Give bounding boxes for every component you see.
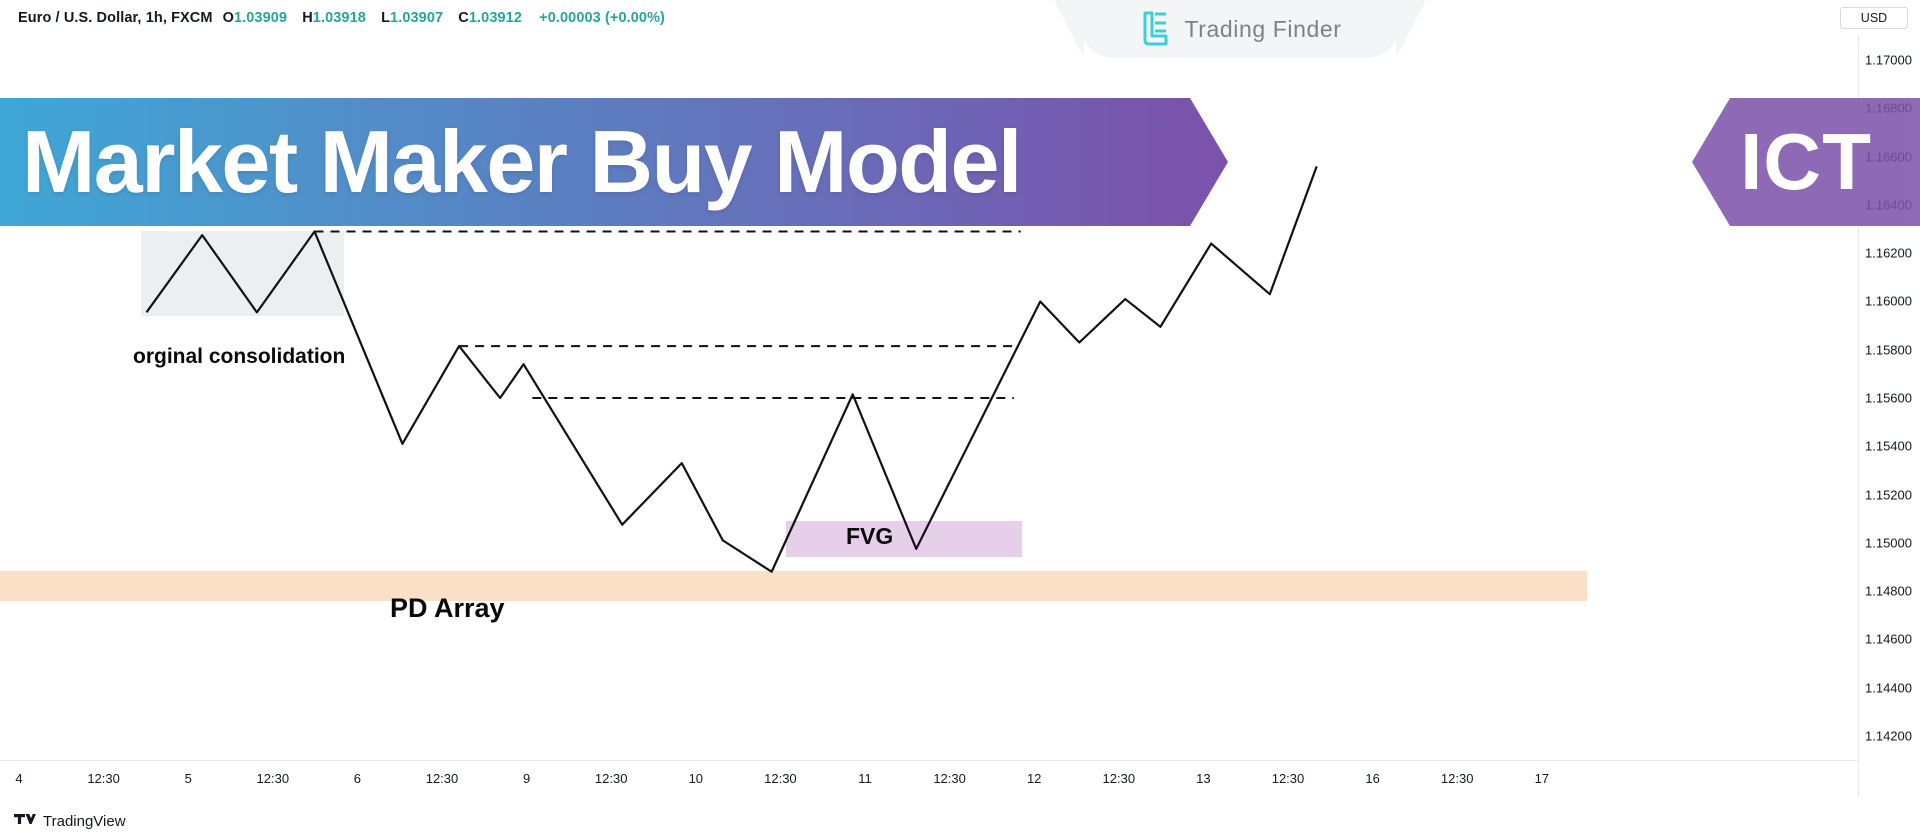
price-tick: 1.14400 xyxy=(1865,680,1912,696)
chart-legend: Euro / U.S. Dollar, 1h, FXCM O1.03909 H1… xyxy=(0,0,1920,36)
price-tick: 1.15400 xyxy=(1865,438,1912,454)
open-value: 1.03909 xyxy=(233,10,288,26)
zone-fvg xyxy=(786,521,1022,558)
price-line-layer xyxy=(145,165,1318,573)
time-tick: 12 xyxy=(1026,771,1042,786)
low-value: 1.03907 xyxy=(390,10,444,26)
time-tick: 12:30 xyxy=(87,771,120,786)
time-tick: 11 xyxy=(858,771,872,786)
time-tick: 17 xyxy=(1534,771,1550,786)
time-tick: 12:30 xyxy=(1440,771,1474,786)
low-key: L xyxy=(381,10,391,26)
time-tick: 12:30 xyxy=(1102,771,1136,786)
time-tick: 16 xyxy=(1365,771,1380,786)
high-key: H xyxy=(302,10,313,26)
banner-title: Market Maker Buy Model xyxy=(22,112,1021,211)
zone-pd-array xyxy=(0,570,1588,601)
annotation-label-pd-array: PD Array xyxy=(390,593,505,623)
close-value: 1.03912 xyxy=(468,10,522,26)
title-banner: Market Maker Buy Model xyxy=(0,98,1228,226)
close-key: C xyxy=(458,10,469,26)
ict-badge-label: ICT xyxy=(1740,117,1872,206)
price-tick: 1.14200 xyxy=(1865,728,1912,744)
time-tick: 12:30 xyxy=(594,771,628,786)
tradingview-label: TradingView xyxy=(43,812,126,830)
price-tick: 1.15800 xyxy=(1865,342,1912,358)
time-tick: 9 xyxy=(522,771,531,786)
annotation-label-fvg: FVG xyxy=(846,523,894,549)
trading-finder-wordmark: Trading Finder xyxy=(1184,15,1342,42)
price-tick: 1.15200 xyxy=(1865,487,1912,503)
price-tick: 1.15000 xyxy=(1865,535,1912,551)
time-tick: 12:30 xyxy=(764,771,797,786)
time-tick: 10 xyxy=(688,771,704,786)
change-value: +0.00003 (+0.00%) xyxy=(539,10,665,26)
time-tick: 12:30 xyxy=(933,771,966,786)
open-key: O xyxy=(222,10,234,26)
price-tick: 1.16200 xyxy=(1865,245,1912,261)
currency-button[interactable]: USD xyxy=(1840,7,1908,29)
time-tick: 6 xyxy=(353,771,362,786)
price-line xyxy=(145,165,1318,573)
price-tick: 1.16000 xyxy=(1865,293,1912,309)
chart-plot-area[interactable]: orginal consolidation FVG PD Array xyxy=(0,0,1858,796)
tradingview-brand[interactable]: TradingView xyxy=(14,812,126,830)
high-value: 1.03918 xyxy=(312,10,366,26)
time-tick: 5 xyxy=(184,771,192,786)
time-tick: 13 xyxy=(1196,771,1211,786)
price-tick: 1.14800 xyxy=(1865,583,1912,599)
trading-finder-mark-icon xyxy=(1138,10,1172,48)
symbol-title[interactable]: Euro / U.S. Dollar, 1h, FXCM xyxy=(18,10,213,26)
ict-badge: ICT xyxy=(1692,98,1920,226)
annotation-label-consolidation: orginal consolidation xyxy=(133,345,346,368)
trading-finder-logo: Trading Finder xyxy=(1080,0,1400,58)
time-tick: 4 xyxy=(15,771,23,786)
price-tick: 1.14600 xyxy=(1865,631,1912,647)
time-tick: 12:30 xyxy=(256,771,290,786)
price-tick: 1.17000 xyxy=(1865,52,1912,68)
time-tick: 12:30 xyxy=(425,771,459,786)
time-tick: 12:30 xyxy=(1271,771,1305,786)
price-tick: 1.15600 xyxy=(1865,390,1912,406)
tradingview-logo-icon xyxy=(14,812,36,830)
time-scale[interactable]: 4 12:30 5 12:30 6 12:30 9 12:30 10 12:30 11 12:30 12… xyxy=(0,760,1858,796)
ohlc-values: O1.03909 H1.03918 L1.03907 C1.03912 +0.0… xyxy=(223,10,665,26)
